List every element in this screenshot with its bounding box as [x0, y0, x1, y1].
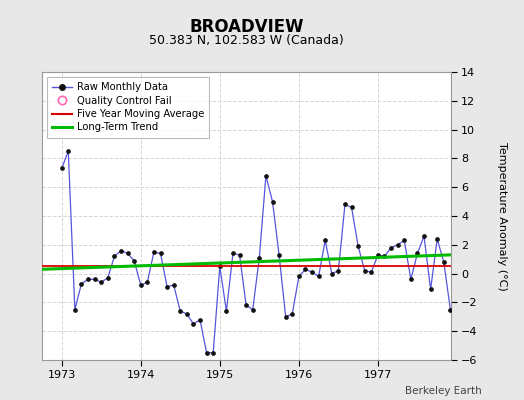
Legend: Raw Monthly Data, Quality Control Fail, Five Year Moving Average, Long-Term Tren: Raw Monthly Data, Quality Control Fail, … [47, 77, 209, 138]
Text: BROADVIEW: BROADVIEW [189, 18, 303, 36]
Text: Berkeley Earth: Berkeley Earth [406, 386, 482, 396]
Y-axis label: Temperature Anomaly (°C): Temperature Anomaly (°C) [497, 142, 507, 290]
Text: 50.383 N, 102.583 W (Canada): 50.383 N, 102.583 W (Canada) [149, 34, 344, 47]
